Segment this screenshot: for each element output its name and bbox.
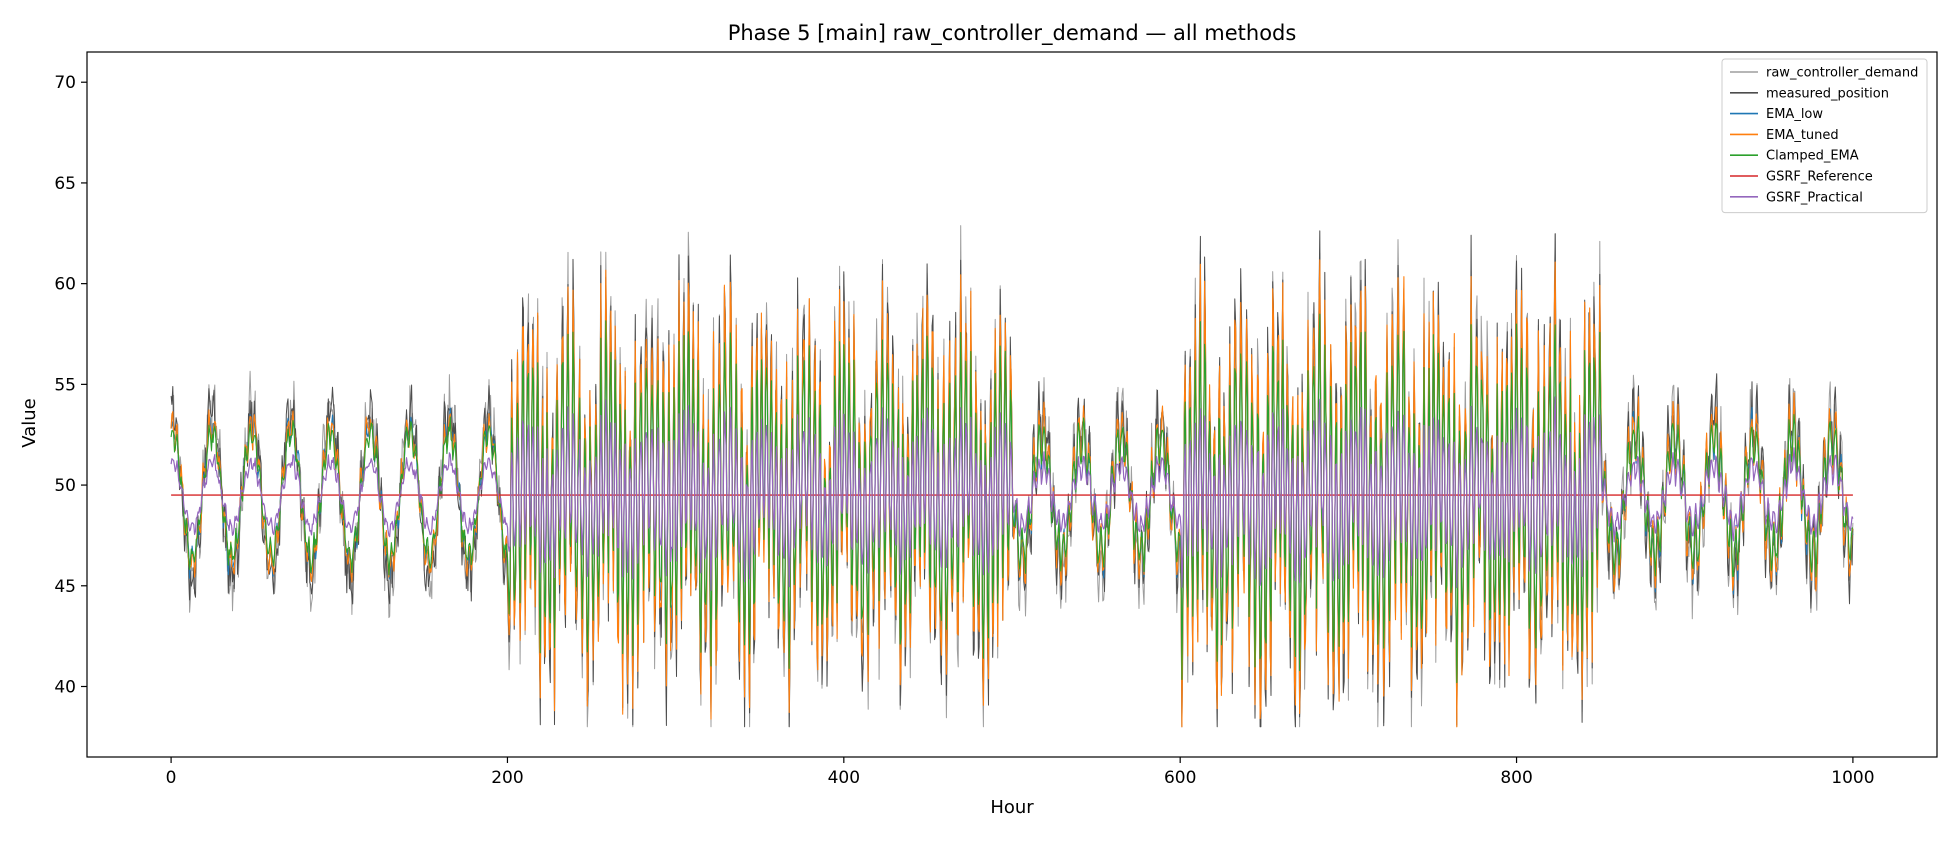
- legend-box: [1721, 58, 1928, 214]
- y-tick-label: 45: [54, 577, 76, 597]
- y-axis-label: Value: [19, 398, 40, 447]
- y-tick-label: 40: [54, 678, 76, 698]
- legend-label-EMA_tuned: EMA_tuned: [1766, 128, 1839, 143]
- y-tick-label: 55: [54, 375, 76, 395]
- legend-label-Clamped_EMA: Clamped_EMA: [1766, 149, 1859, 164]
- x-tick-label: 400: [828, 768, 860, 788]
- plot-frame: [86, 51, 1938, 758]
- y-tick-label: 70: [54, 73, 76, 93]
- y-tick-label: 50: [54, 476, 76, 496]
- x-tick-label: 600: [1164, 768, 1196, 788]
- y-tick-label: 65: [54, 174, 76, 194]
- plot-area: [170, 225, 1854, 728]
- chart-title: Phase 5 [main] raw_controller_demand — a…: [728, 21, 1297, 46]
- legend-label-GSRF_Reference: GSRF_Reference: [1766, 170, 1873, 185]
- x-tick-label: 200: [491, 768, 523, 788]
- legend-label-EMA_low: EMA_low: [1766, 107, 1823, 122]
- series-line-GSRF_Practical: [170, 396, 1854, 591]
- x-tick-label: 800: [1500, 768, 1532, 788]
- legend-label-GSRF_Practical: GSRF_Practical: [1766, 190, 1863, 205]
- legend-label-measured_position: measured_position: [1766, 86, 1889, 101]
- axes: 0 200 400 600 800 1000 40 45 50 55 60 65 70: [54, 51, 1938, 788]
- legend: raw_controller_demand measured_position EM…: [1721, 58, 1928, 214]
- x-tick-label: 1000: [1831, 768, 1874, 788]
- x-tick-label: 0: [166, 768, 177, 788]
- y-tick-label: 60: [54, 275, 76, 295]
- series-group: [170, 225, 1854, 728]
- x-axis-label: Hour: [990, 797, 1034, 818]
- legend-label-raw_controller_demand: raw_controller_demand: [1766, 66, 1918, 81]
